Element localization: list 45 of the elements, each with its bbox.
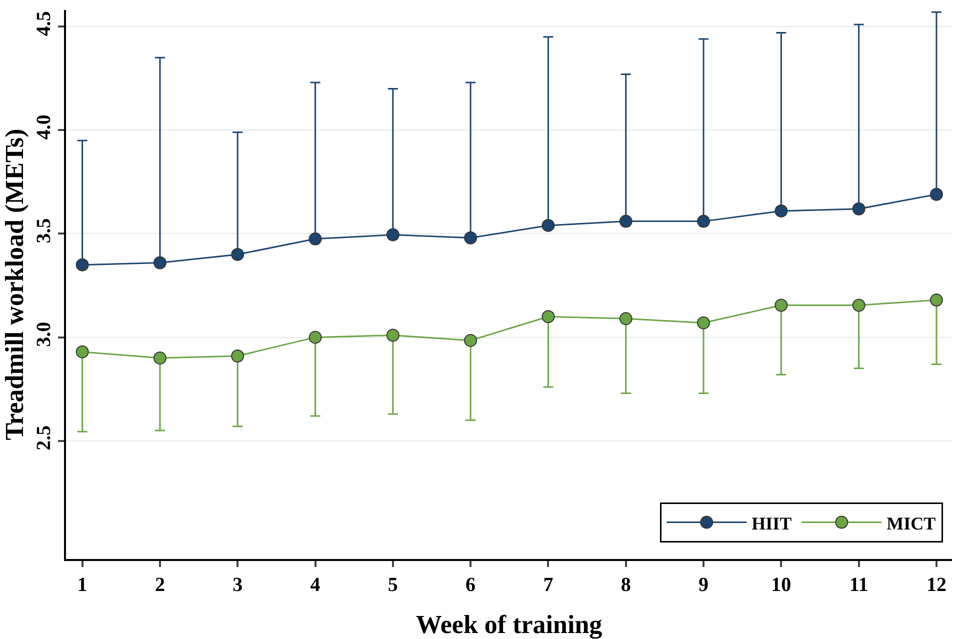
point: [697, 214, 710, 228]
point: [774, 204, 788, 218]
x-tick-label: 10: [771, 574, 792, 596]
point: [774, 298, 788, 312]
point: [697, 316, 710, 330]
x-tick-label: 7: [543, 574, 554, 596]
point: [308, 330, 322, 344]
x-tick-label: 12: [926, 574, 946, 596]
point: [930, 294, 943, 307]
x-tick-label: 1: [77, 574, 88, 596]
point: [76, 258, 89, 272]
y-tick-label: 4.0: [33, 114, 55, 140]
point: [231, 248, 244, 261]
legend-label: MICT: [886, 513, 936, 534]
point: [231, 349, 244, 362]
x-tick-label: 8: [620, 574, 631, 596]
point: [542, 218, 555, 232]
y-tick-label: 2.5: [33, 425, 55, 450]
y-tick-label: 4.5: [33, 11, 55, 36]
point: [852, 298, 866, 312]
point: [542, 310, 555, 324]
point: [619, 214, 632, 228]
x-tick-label: 2: [154, 574, 165, 596]
point: [386, 228, 400, 242]
y-tick-label: 3.5: [33, 218, 55, 244]
point: [153, 352, 166, 365]
point: [153, 256, 166, 270]
x-tick-label: 9: [698, 574, 709, 596]
x-tick-label: 4: [310, 574, 320, 596]
point: [464, 334, 478, 347]
point: [386, 328, 400, 342]
x-axis-title: Week of training: [416, 610, 602, 639]
point: [619, 312, 632, 326]
point: [852, 202, 866, 216]
x-tick-label: 5: [388, 574, 398, 596]
x-tick-label: 11: [849, 574, 868, 596]
point: [930, 188, 943, 201]
y-axis-title: Treadmill workload (METs): [0, 128, 29, 440]
point: [308, 232, 322, 246]
x-tick-label: 6: [466, 574, 476, 596]
y-tick-label: 3.0: [33, 322, 55, 347]
legend-label: HIIT: [752, 513, 792, 534]
point: [464, 231, 478, 244]
point: [76, 345, 89, 358]
x-tick-label: 3: [232, 574, 243, 596]
